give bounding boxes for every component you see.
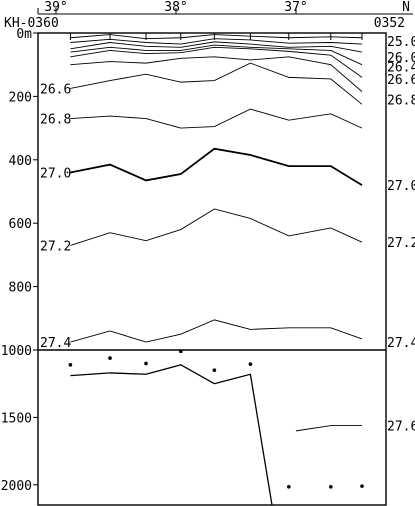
depth-tick-label: 200 [9,90,32,105]
isopycnal-line-26-6 [70,62,363,105]
contour-label-left: 27.4 [40,336,71,351]
ticks: 39° 38° 37° N KH-0360 0352 0m 200 400 600 800 1000 1… [1,0,410,494]
sample-point [68,363,73,367]
depth-tick-label: 1500 [1,411,32,426]
latitude-tick-label: 38° [164,0,187,15]
contour-label-left: 26.8 [40,113,71,128]
latitude-tick-label: 37° [284,0,307,15]
sample-point [360,484,364,488]
isopycnal-line-27-4 [70,319,363,343]
sample-point [248,362,253,366]
sample-point [179,349,183,354]
bottom-profile-line [70,364,273,505]
isopycnal-lines [70,34,363,432]
isopycnal-line-27-0 [70,147,363,186]
depth-tick-label: 0m [16,27,32,42]
latitude-tick-label: 39° [44,0,67,15]
isopycnal-line-27-2 [70,208,363,246]
isopycnal-line-25-0 [70,34,363,40]
sample-point [144,361,148,366]
plot-frame [37,32,387,506]
isopycnal-line-26-0 [70,44,363,66]
contour-label-right: 27.0 [387,179,415,194]
isopycnal-line-26-8 [70,108,363,129]
sample-point [329,485,333,489]
contour-label-left: 27.2 [40,239,71,254]
sample-point [108,356,112,360]
contour-label-right: 26.4 [387,60,415,75]
sample-point [212,368,217,373]
contour-label-right: 26.8 [387,94,415,109]
depth-tick-label: 400 [9,154,32,169]
contour-labels: 26.626.827.027.227.425.026.026.426.626.8… [40,35,415,435]
contour-label-left: 27.0 [40,166,71,181]
contour-label-right: 26.6 [387,73,415,88]
contour-label-left: 26.6 [40,82,71,97]
north-label: N [402,0,410,15]
isopycnal-line [70,41,363,53]
contour-label-right: 27.4 [387,336,415,351]
contour-label-right: 27.2 [387,236,415,251]
contour-label-right: 26.0 [387,51,415,66]
station-start-label: KH-0360 [4,16,59,31]
bottom-profile [68,349,364,505]
isopycnal-line-27-6 [295,425,362,432]
depth-tick-label: 800 [9,281,32,296]
depth-tick-label: 1000 [1,344,32,359]
sample-point [287,485,291,489]
contour-label-right: 25.0 [387,35,415,50]
isopycnal-line [70,46,363,78]
depth-tick-label: 600 [9,217,32,232]
isopycnal-line [70,38,363,45]
depth-tick-label: 2000 [1,479,32,494]
isopycnal-line-26-4 [70,56,363,92]
contour-label-right: 27.6 [387,419,415,434]
axes [37,13,413,506]
station-end-label: 0352 [374,16,405,31]
